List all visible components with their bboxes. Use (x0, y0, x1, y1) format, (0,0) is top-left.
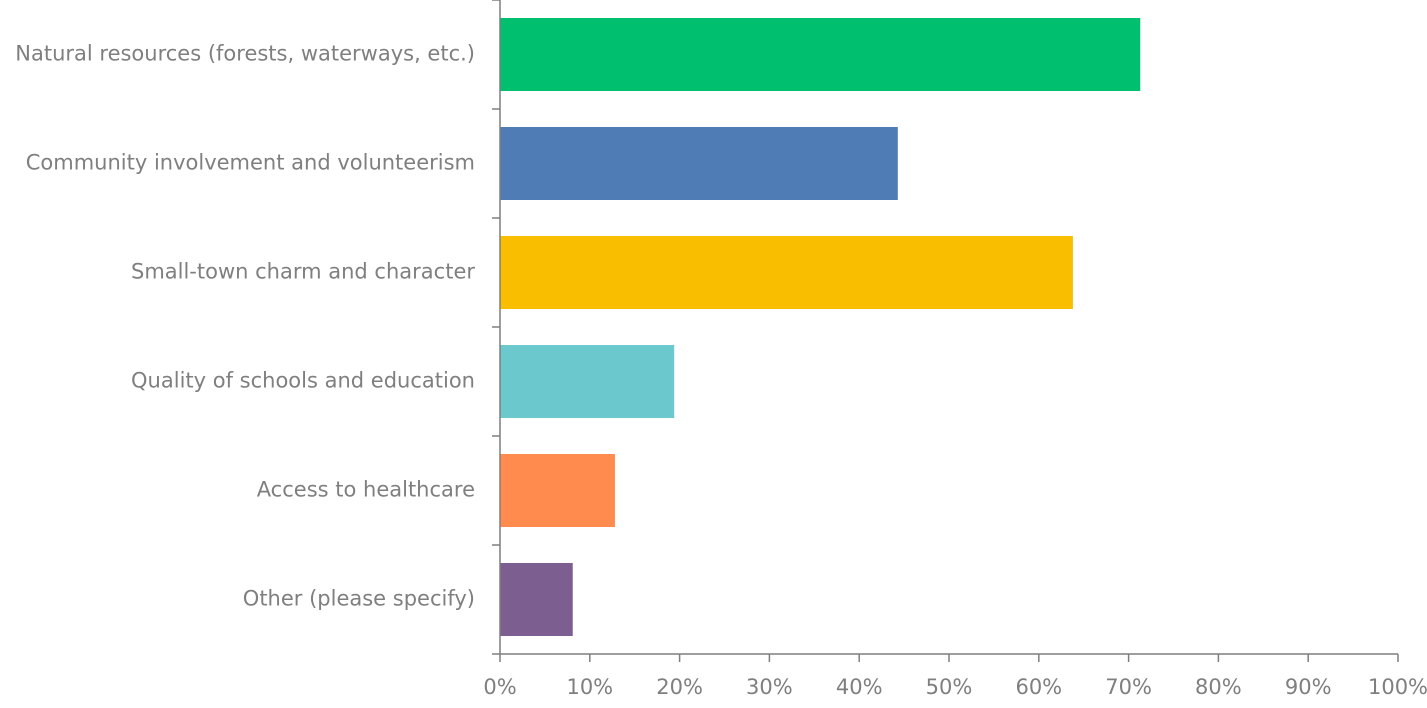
category-label-1: Natural resources (forests, waterways, e… (15, 42, 475, 66)
category-label-4: Quality of schools and education (131, 369, 475, 393)
x-tick-label-10: 100% (1368, 675, 1427, 699)
x-tick-label-8: 80% (1195, 675, 1242, 699)
x-tick-label-1: 10% (566, 675, 613, 699)
x-axis-ticks: 0% 10% 20% 30% 40% 50% 60% 70% 80% 90% 100% (483, 654, 1427, 699)
x-tick-label-0: 0% (483, 675, 516, 699)
bar-2 (500, 127, 898, 200)
category-label-3: Small-town charm and character (131, 260, 475, 284)
bar-1 (500, 18, 1141, 91)
bar-3 (500, 236, 1073, 309)
x-tick-label-4: 40% (836, 675, 883, 699)
x-tick-label-6: 60% (1015, 675, 1062, 699)
axes (492, 0, 1398, 655)
bar-5 (500, 454, 615, 527)
x-tick-label-2: 20% (656, 675, 703, 699)
category-labels: Natural resources (forests, waterways, e… (15, 42, 475, 611)
bar-4 (500, 345, 675, 418)
bars-layer (500, 18, 1141, 636)
bar-6 (500, 563, 573, 636)
x-tick-label-9: 90% (1285, 675, 1332, 699)
category-label-6: Other (please specify) (243, 587, 475, 611)
x-tick-label-7: 70% (1105, 675, 1152, 699)
x-tick-label-5: 50% (926, 675, 973, 699)
category-label-5: Access to healthcare (257, 478, 475, 502)
x-tick-label-3: 30% (746, 675, 793, 699)
category-label-2: Community involvement and volunteerism (26, 151, 475, 175)
